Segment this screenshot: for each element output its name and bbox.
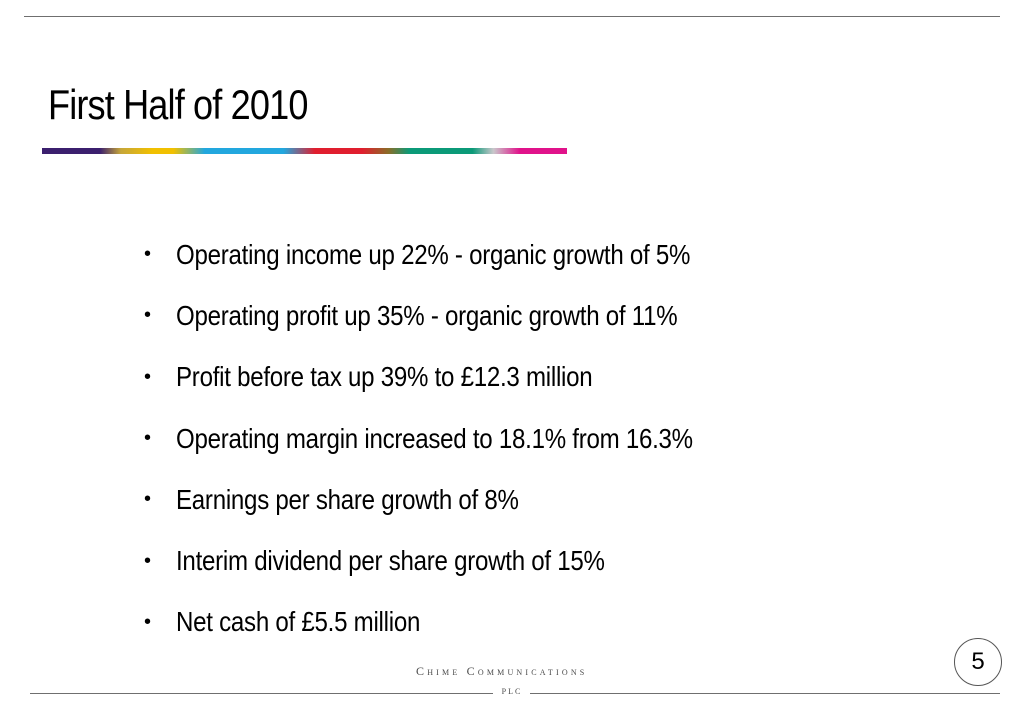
bullet-text: Operating income up 22% - organic growth…	[176, 238, 691, 270]
bullet-text: Operating margin increased to 18.1% from…	[176, 422, 693, 454]
bullet-text: Interim dividend per share growth of 15%	[176, 545, 605, 577]
company-suffix: PLC	[501, 687, 523, 696]
bullet-text: Profit before tax up 39% to £12.3 millio…	[176, 361, 593, 393]
bullet-item: • Operating margin increased to 18.1% fr…	[138, 408, 777, 469]
bullet-item: • Profit before tax up 39% to £12.3 mill…	[138, 347, 777, 408]
bullet-icon: •	[144, 488, 152, 511]
bullet-item: • Operating income up 22% - organic grow…	[138, 224, 777, 285]
company-logo-text: Chime Communications	[416, 664, 588, 678]
top-divider	[24, 16, 1000, 17]
bullet-text: Earnings per share growth of 8%	[176, 483, 519, 515]
bullet-icon: •	[144, 243, 152, 266]
bullet-list: • Operating income up 22% - organic grow…	[138, 224, 777, 653]
bullet-text: Net cash of £5.5 million	[176, 606, 421, 638]
bullet-icon: •	[144, 427, 152, 450]
bullet-item: • Net cash of £5.5 million	[138, 592, 777, 653]
bullet-text: Operating profit up 35% - organic growth…	[176, 299, 678, 331]
bullet-item: • Operating profit up 35% - organic grow…	[138, 285, 777, 346]
bullet-icon: •	[144, 365, 152, 388]
color-accent-bar	[42, 148, 567, 154]
slide-title: First Half of 2010	[48, 81, 308, 128]
page-number-badge: 5	[954, 638, 1002, 686]
footer-divider-right	[530, 693, 1000, 694]
bullet-icon: •	[144, 304, 152, 327]
bullet-item: • Earnings per share growth of 8%	[138, 469, 777, 530]
footer-divider-left	[30, 693, 493, 694]
bullet-icon: •	[144, 610, 152, 633]
page-number: 5	[971, 648, 985, 675]
bullet-icon: •	[144, 549, 152, 572]
bullet-item: • Interim dividend per share growth of 1…	[138, 530, 777, 591]
